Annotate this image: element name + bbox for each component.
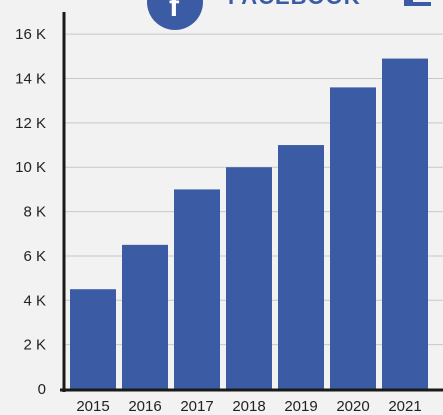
y-tick-label: 16 K (15, 26, 46, 43)
bar-2018 (226, 167, 272, 389)
x-tick-label: 2018 (232, 398, 265, 415)
y-tick-label: 12 K (15, 115, 46, 132)
bar-2019 (278, 145, 324, 389)
y-tick-label: 2 K (23, 337, 46, 354)
y-tick-label: 8 K (23, 204, 46, 221)
x-tick-label: 2020 (336, 398, 369, 415)
x-tick-labels: 2015 2016 2017 2018 2019 2020 2021 (76, 398, 421, 415)
x-tick-label: 2021 (388, 398, 421, 415)
bar-2017 (174, 189, 220, 389)
facebook-logo-letter: f (169, 0, 180, 23)
x-tick-label: 2015 (76, 398, 109, 415)
bar-2015 (70, 289, 116, 389)
facebook-logo-icon (147, 0, 203, 30)
y-tick-labels: 0 2 K 4 K 6 K 8 K 10 K 12 K 14 K 16 K (15, 26, 46, 398)
y-tick-label: 4 K (23, 292, 46, 309)
chart-title-group: f FACEBOOK (147, 0, 431, 30)
chart-title: FACEBOOK (228, 0, 361, 9)
title-accent-underline (404, 2, 431, 6)
y-tick-label: 14 K (15, 71, 46, 88)
bar-2021 (382, 58, 428, 389)
y-tick-label: 10 K (15, 159, 46, 176)
x-tick-label: 2016 (128, 398, 161, 415)
y-tick-label: 0 (38, 381, 46, 398)
x-tick-label: 2017 (180, 398, 213, 415)
x-tick-label: 2019 (284, 398, 317, 415)
y-tick-label: 6 K (23, 248, 46, 265)
bar-2016 (122, 244, 168, 389)
bar-2020 (330, 87, 376, 390)
bars (70, 58, 428, 390)
